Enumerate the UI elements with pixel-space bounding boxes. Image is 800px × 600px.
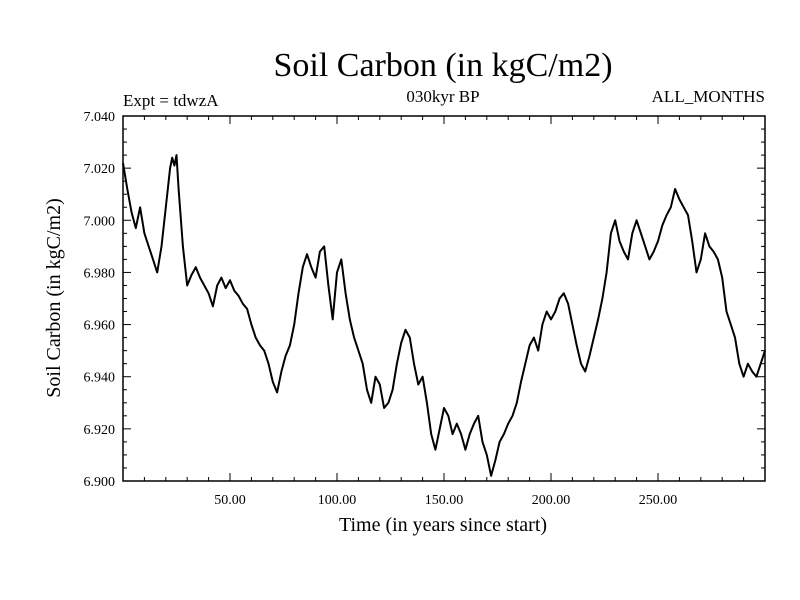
plot-border bbox=[122, 115, 766, 482]
x-tick-label: 100.00 bbox=[318, 493, 357, 508]
experiment-label: Expt = tdwzA bbox=[123, 91, 219, 110]
plot-frame bbox=[122, 115, 766, 482]
months-label: ALL_MONTHS bbox=[652, 87, 765, 106]
y-tick-label: 6.920 bbox=[84, 423, 116, 438]
y-tick-label: 7.000 bbox=[84, 214, 116, 229]
x-tick-label: 250.00 bbox=[639, 493, 678, 508]
y-tick-label: 7.020 bbox=[84, 162, 116, 177]
chart-title: Soil Carbon (in kgC/m2) bbox=[273, 47, 612, 84]
y-tick-label: 6.940 bbox=[84, 371, 116, 386]
y-axis-label: Soil Carbon (in kgC/m2) bbox=[43, 198, 65, 397]
series-line-soil-carbon bbox=[122, 154, 766, 477]
x-axis: 50.00 100.00 150.00 200.00 250.00 bbox=[143, 116, 745, 508]
y-tick-label: 6.900 bbox=[84, 475, 116, 490]
y-tick-label: 6.960 bbox=[84, 319, 116, 334]
x-axis-label: Time (in years since start) bbox=[339, 514, 547, 536]
y-axis: 6.900 6.920 6.940 6.960 6.980 7.000 7.020 7.040 bbox=[84, 110, 765, 490]
x-tick-label: 150.00 bbox=[425, 493, 464, 508]
x-tick-label: 50.00 bbox=[214, 493, 246, 508]
y-tick-label: 7.040 bbox=[84, 110, 116, 125]
y-tick-label: 6.980 bbox=[84, 266, 116, 281]
x-tick-label: 200.00 bbox=[532, 493, 571, 508]
period-label: 030kyr BP bbox=[406, 87, 479, 106]
